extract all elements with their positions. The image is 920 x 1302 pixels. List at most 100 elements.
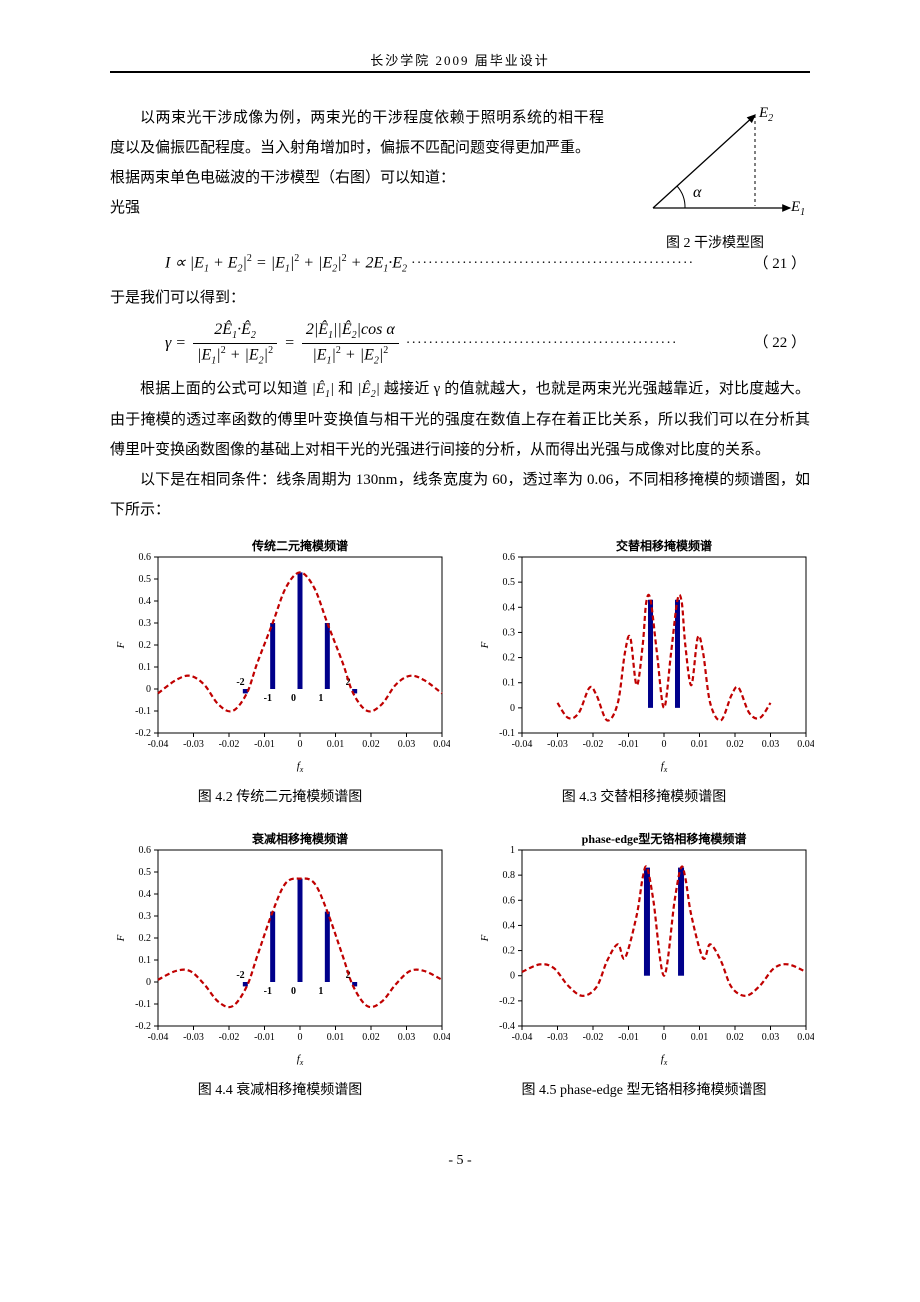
svg-text:0.2: 0.2 [503, 946, 516, 957]
svg-text:0.6: 0.6 [503, 896, 516, 907]
svg-text:F: F [115, 642, 127, 650]
svg-text:0: 0 [146, 684, 151, 695]
svg-text:0.2: 0.2 [139, 640, 152, 651]
svg-text:传统二元掩模频谱: 传统二元掩模频谱 [251, 538, 348, 553]
svg-text:0: 0 [298, 739, 303, 750]
svg-text:1: 1 [318, 986, 323, 997]
svg-text:E1: E1 [790, 199, 805, 218]
equation-21: I ∝ |E1 + E2|2 = |E1|2 + |E2|2 + 2E1·E2 … [110, 252, 810, 277]
svg-text:0.01: 0.01 [691, 1032, 709, 1043]
svg-text:衰减相移掩模频谱: 衰减相移掩模频谱 [251, 831, 348, 846]
svg-text:-0.4: -0.4 [499, 1021, 515, 1032]
svg-text:fx: fx [661, 1053, 668, 1067]
caption-4-5: 图 4.5 phase-edge 型无铬相移掩模频谱图 [474, 1079, 814, 1099]
svg-text:0.2: 0.2 [139, 933, 152, 944]
svg-text:phase-edge型无铬相移掩模频谱: phase-edge型无铬相移掩模频谱 [582, 831, 747, 846]
svg-text:-0.03: -0.03 [183, 1032, 204, 1043]
svg-text:-0.01: -0.01 [618, 1032, 639, 1043]
svg-text:-0.1: -0.1 [135, 999, 151, 1010]
svg-text:fx: fx [297, 760, 304, 774]
svg-text:fx: fx [661, 760, 668, 774]
svg-text:-1: -1 [264, 693, 272, 704]
svg-text:0.1: 0.1 [503, 678, 516, 689]
svg-text:-0.1: -0.1 [135, 706, 151, 717]
svg-text:0: 0 [146, 977, 151, 988]
svg-text:-0.02: -0.02 [219, 739, 240, 750]
svg-text:F: F [115, 935, 127, 943]
svg-text:0.6: 0.6 [503, 552, 516, 563]
svg-text:0: 0 [662, 1032, 667, 1043]
svg-text:0: 0 [298, 1032, 303, 1043]
svg-text:F: F [479, 642, 491, 650]
svg-text:0: 0 [510, 971, 515, 982]
svg-text:-0.04: -0.04 [148, 739, 169, 750]
svg-text:0.04: 0.04 [433, 739, 450, 750]
svg-text:-0.01: -0.01 [254, 1032, 275, 1043]
svg-text:0.6: 0.6 [139, 845, 152, 856]
svg-text:-1: -1 [264, 986, 272, 997]
svg-text:-0.01: -0.01 [254, 739, 275, 750]
caption-4-3: 图 4.3 交替相移掩模频谱图 [474, 786, 814, 806]
svg-text:-0.03: -0.03 [183, 739, 204, 750]
svg-text:0.5: 0.5 [139, 867, 152, 878]
svg-text:0.5: 0.5 [139, 574, 152, 585]
svg-text:0.01: 0.01 [327, 1032, 345, 1043]
svg-text:-0.03: -0.03 [547, 739, 568, 750]
page-header: 长沙学院 2009 届毕业设计 [110, 50, 810, 73]
svg-text:0.01: 0.01 [327, 739, 345, 750]
svg-text:0.01: 0.01 [691, 739, 709, 750]
svg-text:F: F [479, 935, 491, 943]
figure-2-caption: 图 2 干涉模型图 [620, 232, 810, 252]
svg-text:-0.2: -0.2 [135, 1021, 151, 1032]
paragraph-4: 根据上面的公式可以知道 |Ê1| 和 |Ê2| 越接近 γ 的值就越大，也就是两… [110, 374, 810, 465]
svg-text:E2: E2 [758, 105, 773, 124]
svg-text:0.2: 0.2 [503, 653, 516, 664]
chart-phase-edge-psm: phase-edge型无铬相移掩模频谱 -0.04 -0.03 -0.02 -0.01 0… [474, 828, 814, 1068]
svg-text:-0.02: -0.02 [583, 739, 604, 750]
svg-text:0.03: 0.03 [762, 739, 780, 750]
figure-2-interference-model: α E1 E2 图 2 干涉模型图 [620, 103, 810, 252]
chart-alternating-psm: 交替相移掩模频谱-0.04-0.03-0.02-0.0100.010.020.0… [474, 535, 814, 775]
vector-diagram: α E1 E2 [625, 103, 805, 223]
caption-4-2: 图 4.2 传统二元掩模频谱图 [110, 786, 450, 806]
svg-text:0.3: 0.3 [139, 618, 152, 629]
svg-text:0.03: 0.03 [398, 1032, 416, 1043]
svg-text:0.3: 0.3 [139, 911, 152, 922]
chart-attenuated-psm: 衰减相移掩模频谱 -0.04 -0.03 -0.02 -0.01 0 0.01 0.02 0.0… [110, 828, 450, 1068]
svg-text:0.03: 0.03 [762, 1032, 780, 1043]
paragraph-3: 于是我们可以得到： [110, 283, 810, 313]
svg-text:-0.03: -0.03 [547, 1032, 568, 1043]
paragraph-5: 以下是在相同条件：线条周期为 130nm，线条宽度为 60，透过率为 0.06，… [110, 465, 810, 525]
svg-text:-2: -2 [236, 970, 244, 981]
page-number: - 5 - [110, 1153, 810, 1169]
svg-text:-0.04: -0.04 [148, 1032, 169, 1043]
svg-text:0.4: 0.4 [503, 603, 516, 614]
svg-text:fx: fx [297, 1053, 304, 1067]
svg-text:-0.02: -0.02 [583, 1032, 604, 1043]
svg-text:0.6: 0.6 [139, 552, 152, 563]
svg-text:0.1: 0.1 [139, 662, 152, 673]
svg-text:交替相移掩模频谱: 交替相移掩模频谱 [616, 538, 712, 553]
svg-text:0.02: 0.02 [362, 1032, 380, 1043]
svg-text:0.02: 0.02 [362, 739, 380, 750]
svg-text:0.4: 0.4 [503, 921, 516, 932]
svg-text:-0.2: -0.2 [499, 996, 515, 1007]
svg-text:0: 0 [291, 693, 296, 704]
svg-text:0.3: 0.3 [503, 628, 516, 639]
svg-text:-0.02: -0.02 [219, 1032, 240, 1043]
svg-text:-2: -2 [236, 677, 244, 688]
chart-traditional-binary: 传统二元掩模频谱 -0.04 -0.03 -0.02 -0.01 0 0.01 0.02 0.0… [110, 535, 450, 775]
svg-text:0: 0 [291, 986, 296, 997]
equation-22: γ = 2Ê1·Ê2 |E1|2 + |E2|2 = 2|Ê1||Ê2|cos … [110, 319, 810, 369]
svg-text:0.8: 0.8 [503, 870, 516, 881]
svg-text:0.04: 0.04 [797, 1032, 814, 1043]
svg-text:-0.01: -0.01 [618, 739, 639, 750]
svg-text:0.02: 0.02 [726, 739, 744, 750]
svg-text:-0.2: -0.2 [135, 728, 151, 739]
svg-text:-0.04: -0.04 [512, 1032, 533, 1043]
svg-text:1: 1 [318, 693, 323, 704]
svg-text:0.02: 0.02 [726, 1032, 744, 1043]
svg-text:0.1: 0.1 [139, 955, 152, 966]
svg-text:0.03: 0.03 [398, 739, 416, 750]
svg-text:-0.1: -0.1 [499, 728, 515, 739]
